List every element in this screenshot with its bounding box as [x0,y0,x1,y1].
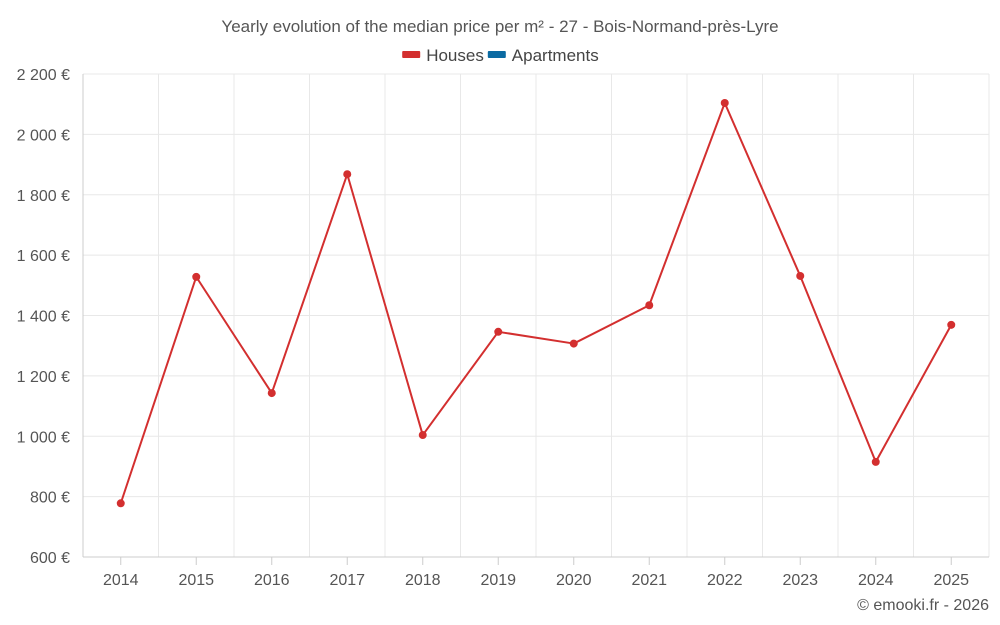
x-tick-label: 2016 [254,572,290,589]
x-tick-label: 2020 [556,572,592,589]
data-point-2025[interactable] [947,320,956,329]
legend-label: Apartments [512,46,599,65]
data-point-2018[interactable] [418,431,427,440]
x-tick-label: 2014 [103,572,139,589]
y-tick-label: 2 200 € [17,67,70,84]
data-point-2015[interactable] [192,272,201,281]
x-tick-label: 2023 [782,572,818,589]
data-point-2017[interactable] [343,170,352,179]
x-tick-label: 2025 [933,572,969,589]
y-tick-label: 1 200 € [17,369,70,386]
data-point-2023[interactable] [796,271,805,280]
y-axis: 2 200 € 2 000 € 1 800 € 1 600 € 1 400 € 1 200… [17,67,70,567]
x-tick-label: 2017 [329,572,365,589]
credit-text: © emooki.fr - 2026 [857,597,989,614]
x-tick-label: 2021 [631,572,667,589]
x-axis: 2014 2015 2016 2017 2018 2019 2020 2021 2022 2023… [83,556,989,589]
y-tick-label: 600 € [30,550,70,567]
y-tick-label: 1 000 € [17,429,70,446]
y-tick-label: 2 000 € [17,127,70,144]
legend: Houses Apartments [402,46,599,65]
data-point-2020[interactable] [569,339,578,348]
x-tick-label: 2022 [707,572,743,589]
data-point-2021[interactable] [645,301,654,310]
y-tick-label: 1 400 € [17,309,70,326]
y-tick-label: 1 800 € [17,188,70,205]
x-tick-label: 2018 [405,572,441,589]
y-tick-label: 800 € [30,490,70,507]
legend-item-houses[interactable]: Houses [402,46,484,65]
data-point-2024[interactable] [871,457,880,466]
series-line-houses [119,101,953,504]
data-point-2019[interactable] [494,327,503,336]
legend-label: Houses [426,46,484,65]
series-group [116,98,956,508]
legend-swatch [487,51,506,58]
data-point-2016[interactable] [267,389,276,398]
legend-swatch [402,51,421,58]
data-point-2014[interactable] [116,499,125,508]
x-tick-label: 2024 [858,572,894,589]
legend-item-apartments[interactable]: Apartments [487,46,599,65]
data-point-2022[interactable] [720,98,729,107]
x-tick-label: 2015 [178,572,214,589]
gridlines [82,73,990,557]
x-tick-label: 2019 [480,572,516,589]
y-tick-label: 1 600 € [17,248,70,265]
chart-title: Yearly evolution of the median price per… [221,17,778,36]
